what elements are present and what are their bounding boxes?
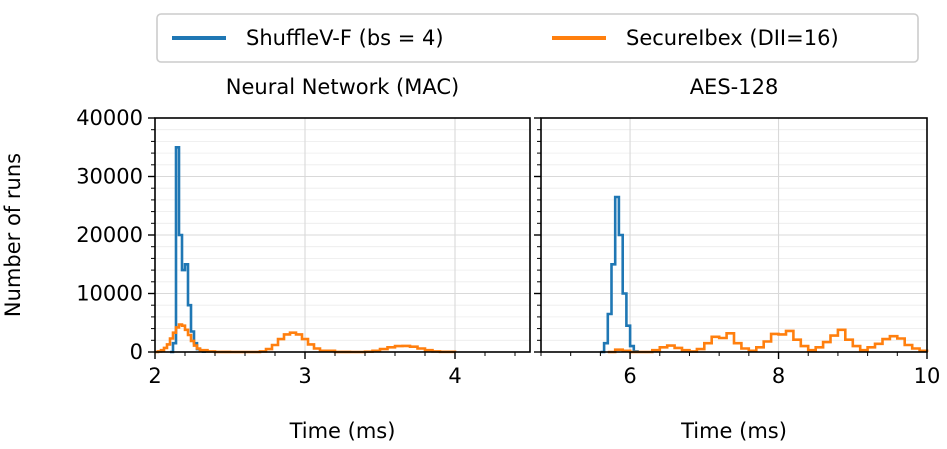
legend-label: ShuffleV-F (bs = 4) bbox=[246, 26, 444, 50]
legend-label: SecureIbex (DII=16) bbox=[626, 26, 839, 50]
x-tick-label: 4 bbox=[448, 364, 461, 388]
y-axis-label: Number of runs bbox=[1, 153, 25, 317]
subplot-title: AES-128 bbox=[690, 75, 779, 99]
subplot-title: Neural Network (MAC) bbox=[226, 75, 459, 99]
y-tick-label: 40000 bbox=[76, 106, 143, 130]
series-line-shufflev-f bbox=[170, 146, 208, 354]
legend-frame bbox=[156, 13, 919, 63]
y-tick-label: 20000 bbox=[76, 223, 143, 247]
x-tick-label: 2 bbox=[148, 364, 161, 388]
series-line-secureibex bbox=[607, 328, 929, 354]
subplot-aes-128: 6 8 10 AES-128 Time (ms) bbox=[534, 75, 940, 443]
legend: ShuffleV-F (bs = 4) SecureIbex (DII=16) bbox=[156, 13, 919, 63]
y-tick-label: 30000 bbox=[76, 165, 143, 189]
x-tick-label: 3 bbox=[298, 364, 311, 388]
x-axis-label: Time (ms) bbox=[680, 419, 787, 443]
subplot-neural-network: 0 10000 20000 30000 40000 2 3 4 Neural Network (… bbox=[1, 75, 531, 443]
x-tick-label: 8 bbox=[772, 364, 785, 388]
x-tick-label: 10 bbox=[914, 364, 941, 388]
y-tick-label: 0 bbox=[130, 340, 143, 364]
y-tick-label: 10000 bbox=[76, 282, 143, 306]
series-line-secureibex bbox=[155, 323, 457, 354]
x-axis-label: Time (ms) bbox=[289, 419, 396, 443]
series-line-shufflev-f bbox=[600, 195, 639, 354]
x-tick-label: 6 bbox=[623, 364, 636, 388]
